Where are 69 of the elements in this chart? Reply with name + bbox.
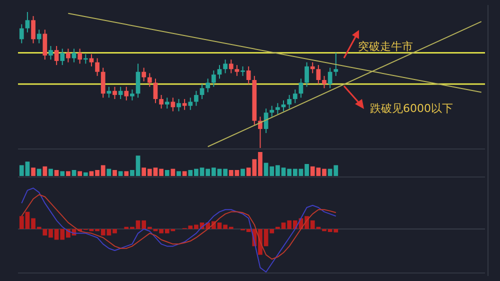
candlestick	[270, 105, 274, 118]
candlestick	[246, 66, 251, 85]
candlestick	[124, 86, 129, 101]
candlestick	[54, 46, 59, 66]
candlestick	[334, 52, 338, 76]
bar	[36, 168, 42, 176]
bar	[72, 170, 76, 176]
candlestick	[310, 62, 315, 74]
bar	[176, 171, 181, 176]
candlestick	[153, 78, 158, 104]
candlestick	[36, 29, 42, 44]
candlestick	[118, 86, 123, 100]
candlestick	[292, 89, 298, 104]
candlestick	[136, 63, 140, 98]
candlestick	[66, 48, 70, 63]
bar	[83, 172, 88, 176]
candlestick	[42, 29, 48, 60]
bar	[42, 166, 48, 176]
candlestick	[228, 59, 234, 74]
candlestick	[234, 64, 240, 76]
bar	[124, 171, 129, 176]
candlestick	[100, 67, 106, 98]
candlestick	[164, 97, 170, 110]
bar	[164, 170, 170, 176]
candlestick	[83, 54, 88, 64]
candlestick	[217, 64, 222, 80]
annotation: 跌破见6000以下	[370, 102, 453, 115]
candlestick	[182, 98, 187, 110]
candlestick	[95, 58, 100, 76]
candlestick	[31, 16, 36, 44]
candlestick	[188, 97, 193, 110]
candlestick	[89, 54, 94, 67]
bar	[60, 171, 65, 176]
candlestick	[78, 48, 82, 64]
bar	[31, 168, 36, 176]
candlestick	[142, 67, 146, 82]
bar	[182, 171, 187, 176]
candlestick	[304, 62, 309, 88]
candlestick	[60, 48, 65, 66]
candlestick	[176, 98, 181, 112]
candlestick	[316, 64, 321, 85]
bar	[66, 171, 70, 176]
candlestick	[48, 46, 53, 60]
bar	[118, 171, 123, 176]
bar	[78, 171, 82, 176]
bar	[48, 168, 53, 176]
candlestick	[200, 84, 204, 100]
bar	[54, 170, 59, 176]
candlestick	[147, 72, 152, 88]
candlestick	[159, 94, 164, 110]
candlestick	[322, 75, 326, 89]
candlestick	[298, 78, 304, 98]
bar	[240, 168, 245, 176]
candlestick	[240, 66, 245, 76]
candlestick	[328, 67, 332, 89]
candlestick	[276, 102, 280, 114]
candlestick	[287, 94, 292, 110]
candlestick	[211, 70, 216, 88]
bar	[112, 170, 117, 176]
annotation: 突破走牛市	[358, 40, 413, 53]
candlestick	[223, 59, 228, 74]
candlestick	[112, 86, 117, 100]
candlestick	[130, 89, 134, 101]
candlestick	[106, 86, 112, 98]
candlestick	[206, 78, 210, 93]
bar	[106, 168, 112, 176]
candlestick	[194, 90, 198, 106]
candlestick	[19, 24, 24, 44]
candlestick	[25, 12, 30, 33]
